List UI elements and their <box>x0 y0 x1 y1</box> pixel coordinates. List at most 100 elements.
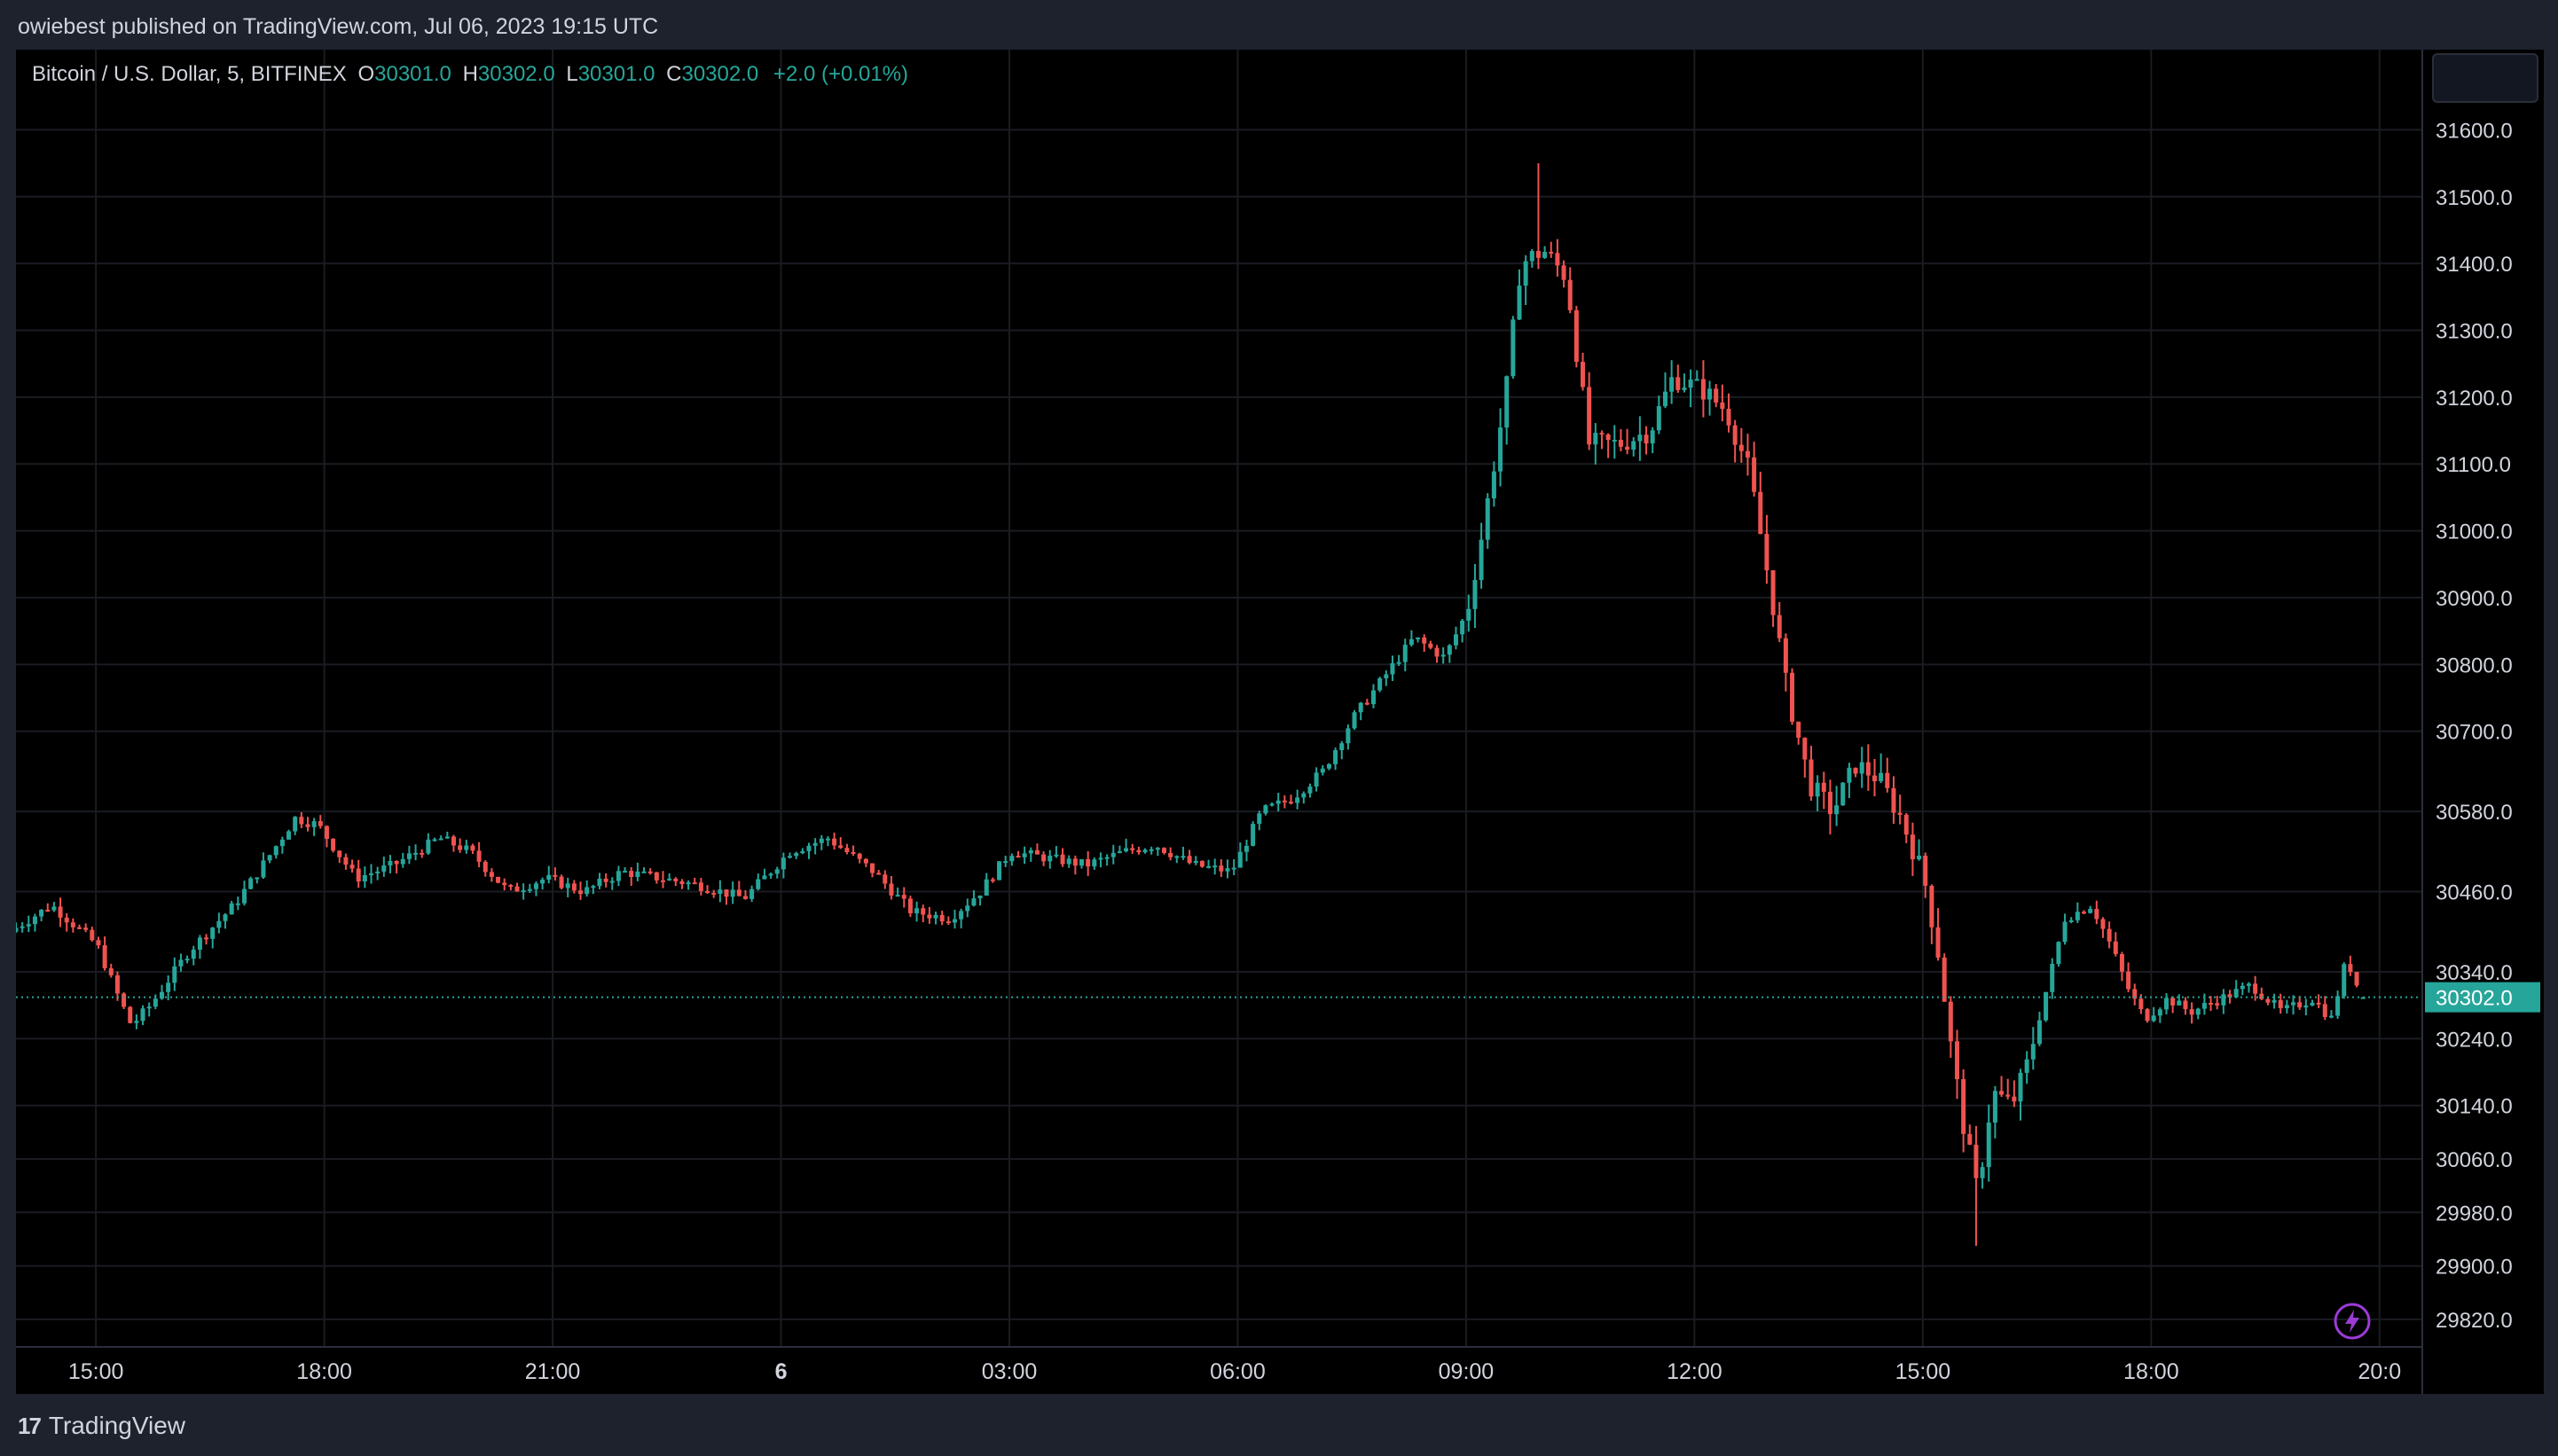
legend-open-value: 30301.0 <box>374 62 451 86</box>
candle-body <box>438 838 443 841</box>
candle-body <box>1758 491 1763 535</box>
candle-body <box>216 920 222 928</box>
candle-body <box>426 839 431 854</box>
candle-body <box>1631 441 1636 450</box>
candle-body <box>1523 261 1528 286</box>
candle-body <box>337 850 342 857</box>
candle-body <box>844 848 850 853</box>
candle-body <box>444 836 450 839</box>
time-tick-label: 6 <box>775 1359 788 1384</box>
candle-body <box>1422 637 1427 644</box>
candle-body <box>2177 1000 2182 1006</box>
candle-body <box>1142 849 1148 853</box>
candle-body <box>585 887 590 895</box>
candle-body <box>483 861 488 873</box>
candle-body <box>1612 440 1617 442</box>
candle-body <box>1466 608 1471 621</box>
candle-body <box>102 945 107 969</box>
candle-body <box>1923 855 1928 886</box>
candle-body <box>293 817 298 832</box>
candle-body <box>1181 856 1186 858</box>
candle-body <box>1048 855 1053 862</box>
time-axis[interactable]: 15:00 18:00 21:00 6 03:00 06:00 09:00 12:00 15:0… <box>16 1346 2421 1396</box>
candle-body <box>698 882 703 891</box>
candle-body <box>261 860 266 878</box>
candle-body <box>1707 388 1713 400</box>
candle-body <box>1251 824 1256 846</box>
candle-body <box>1434 647 1440 657</box>
candle-body <box>1573 309 1579 363</box>
candle-body <box>1149 849 1154 851</box>
candle-body <box>2075 912 2080 920</box>
lightning-icon[interactable] <box>2333 1302 2372 1341</box>
candle-body <box>883 874 888 884</box>
candle-body <box>1416 637 1421 639</box>
candle-body <box>2253 983 2258 994</box>
candle-body <box>1257 813 1262 825</box>
candle-body <box>1447 645 1452 655</box>
candle-body <box>197 937 202 950</box>
price-axis-svg[interactable]: 31600.0 31500.0 31400.0 31300.0 31200.0 31100… <box>2423 50 2544 1394</box>
candle-body <box>305 824 310 827</box>
candle-body <box>876 873 882 875</box>
candle-body <box>159 991 164 999</box>
candle-body <box>933 914 938 919</box>
candle-body <box>153 998 158 1007</box>
candle-body <box>559 876 564 888</box>
candle-body <box>914 908 920 913</box>
tradingview-logo-icon: 17 <box>18 1412 42 1439</box>
candle-body <box>1840 782 1846 806</box>
candle-body <box>1136 849 1142 853</box>
price-tick-label: 30060.0 <box>2436 1148 2513 1172</box>
candle-body <box>1605 434 1611 441</box>
candle-body <box>58 906 63 918</box>
candle-body <box>527 888 532 891</box>
candle-body <box>2157 1009 2162 1016</box>
candle-body <box>1561 265 1566 280</box>
candle-body <box>971 898 977 906</box>
candle-body <box>870 863 875 873</box>
candle-body <box>2151 1015 2156 1022</box>
price-scale-settings-box[interactable] <box>2432 53 2538 103</box>
candle-body <box>464 845 469 850</box>
candle-body <box>736 889 742 896</box>
price-tick-label: 31500.0 <box>2436 186 2513 210</box>
candle-body <box>851 852 856 855</box>
candle-body <box>204 937 209 940</box>
candle-body <box>1022 853 1027 857</box>
candle-body <box>1282 800 1287 802</box>
published-text: owiebest published on TradingView.com, J… <box>18 14 659 39</box>
chart-frame[interactable]: Bitcoin / U.S. Dollar, 5, BITFINEX O3030… <box>16 50 2544 1396</box>
candle-body <box>1517 286 1522 320</box>
candle-body <box>1352 712 1357 729</box>
candle-body <box>774 869 780 874</box>
candle-body <box>1675 377 1681 390</box>
candle-body <box>1891 787 1896 813</box>
candle-body <box>406 853 412 859</box>
candle-body <box>711 892 717 895</box>
legend-change: +2.0 (+0.01%) <box>773 62 909 86</box>
candle-body <box>140 1008 145 1022</box>
candle-body <box>1110 852 1116 857</box>
candle-body <box>2215 1003 2220 1006</box>
tradingview-logo[interactable]: 17 TradingView <box>18 1412 185 1440</box>
candle-body <box>2107 928 2112 942</box>
candle-body <box>1682 387 1687 390</box>
candle-body <box>812 842 818 846</box>
candle-body <box>1346 728 1351 744</box>
candle-body <box>965 905 970 912</box>
candle-body <box>45 910 51 912</box>
time-axis-svg[interactable]: 15:00 18:00 21:00 6 03:00 06:00 09:00 12:00 15:0… <box>16 1348 2421 1396</box>
candle-body <box>1339 743 1345 751</box>
price-axis[interactable]: 31600.0 31500.0 31400.0 31300.0 31200.0 31100… <box>2421 50 2544 1394</box>
candle-body <box>324 826 329 839</box>
candle-body <box>1903 814 1909 835</box>
candle-body <box>191 949 196 959</box>
chart-svg[interactable] <box>16 50 2542 1394</box>
candle-body <box>96 940 101 946</box>
candle-body <box>742 896 748 899</box>
candle-body <box>794 853 799 857</box>
candle-body <box>724 889 729 897</box>
candle-body <box>1225 868 1230 872</box>
candle-body <box>458 845 463 850</box>
